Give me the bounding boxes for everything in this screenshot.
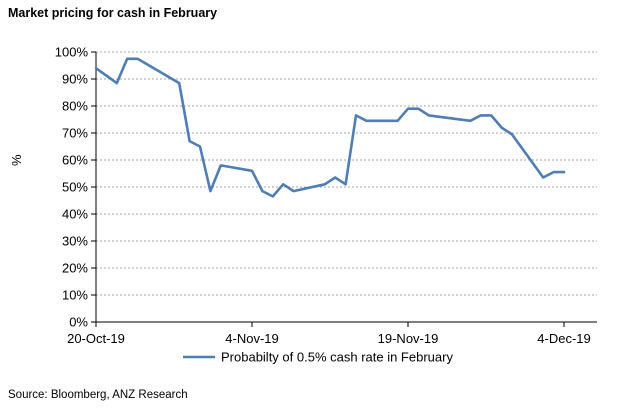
axes: [91, 51, 597, 327]
y-tick-label: 0%: [69, 315, 88, 330]
x-tick-label: 20-Oct-19: [67, 331, 125, 346]
legend-label: Probabilty of 0.5% cash rate in February: [221, 350, 453, 365]
chart-title: Market pricing for cash in February: [8, 6, 218, 20]
x-tick-label: 4-Nov-19: [225, 331, 278, 346]
series-layer: [94, 57, 566, 198]
y-tick-label: 20%: [62, 261, 88, 276]
x-tick-label: 4-Dec-19: [537, 331, 590, 346]
y-tick-label: 100%: [55, 45, 89, 60]
y-tick-labels: 0% 10% 20% 30% 40% 50% 60% 70% 80% 90% 100%: [55, 45, 89, 330]
gridlines: [96, 51, 597, 296]
y-tick-label: 70%: [62, 126, 88, 141]
legend: Probabilty of 0.5% cash rate in February: [183, 350, 453, 365]
x-tick-labels: 20-Oct-19 4-Nov-19 19-Nov-19 4-Dec-19: [67, 331, 591, 346]
y-tick-label: 60%: [62, 153, 88, 168]
x-tick-label: 19-Nov-19: [378, 331, 439, 346]
y-tick-label: 40%: [62, 207, 88, 222]
y-tick-label: 50%: [62, 180, 88, 195]
source-note: Source: Bloomberg, ANZ Research: [8, 389, 188, 401]
y-tick-label: 80%: [62, 99, 88, 114]
y-tick-label: 30%: [62, 234, 88, 249]
y-tick-label: 10%: [62, 288, 88, 303]
y-tick-label: 90%: [62, 72, 88, 87]
